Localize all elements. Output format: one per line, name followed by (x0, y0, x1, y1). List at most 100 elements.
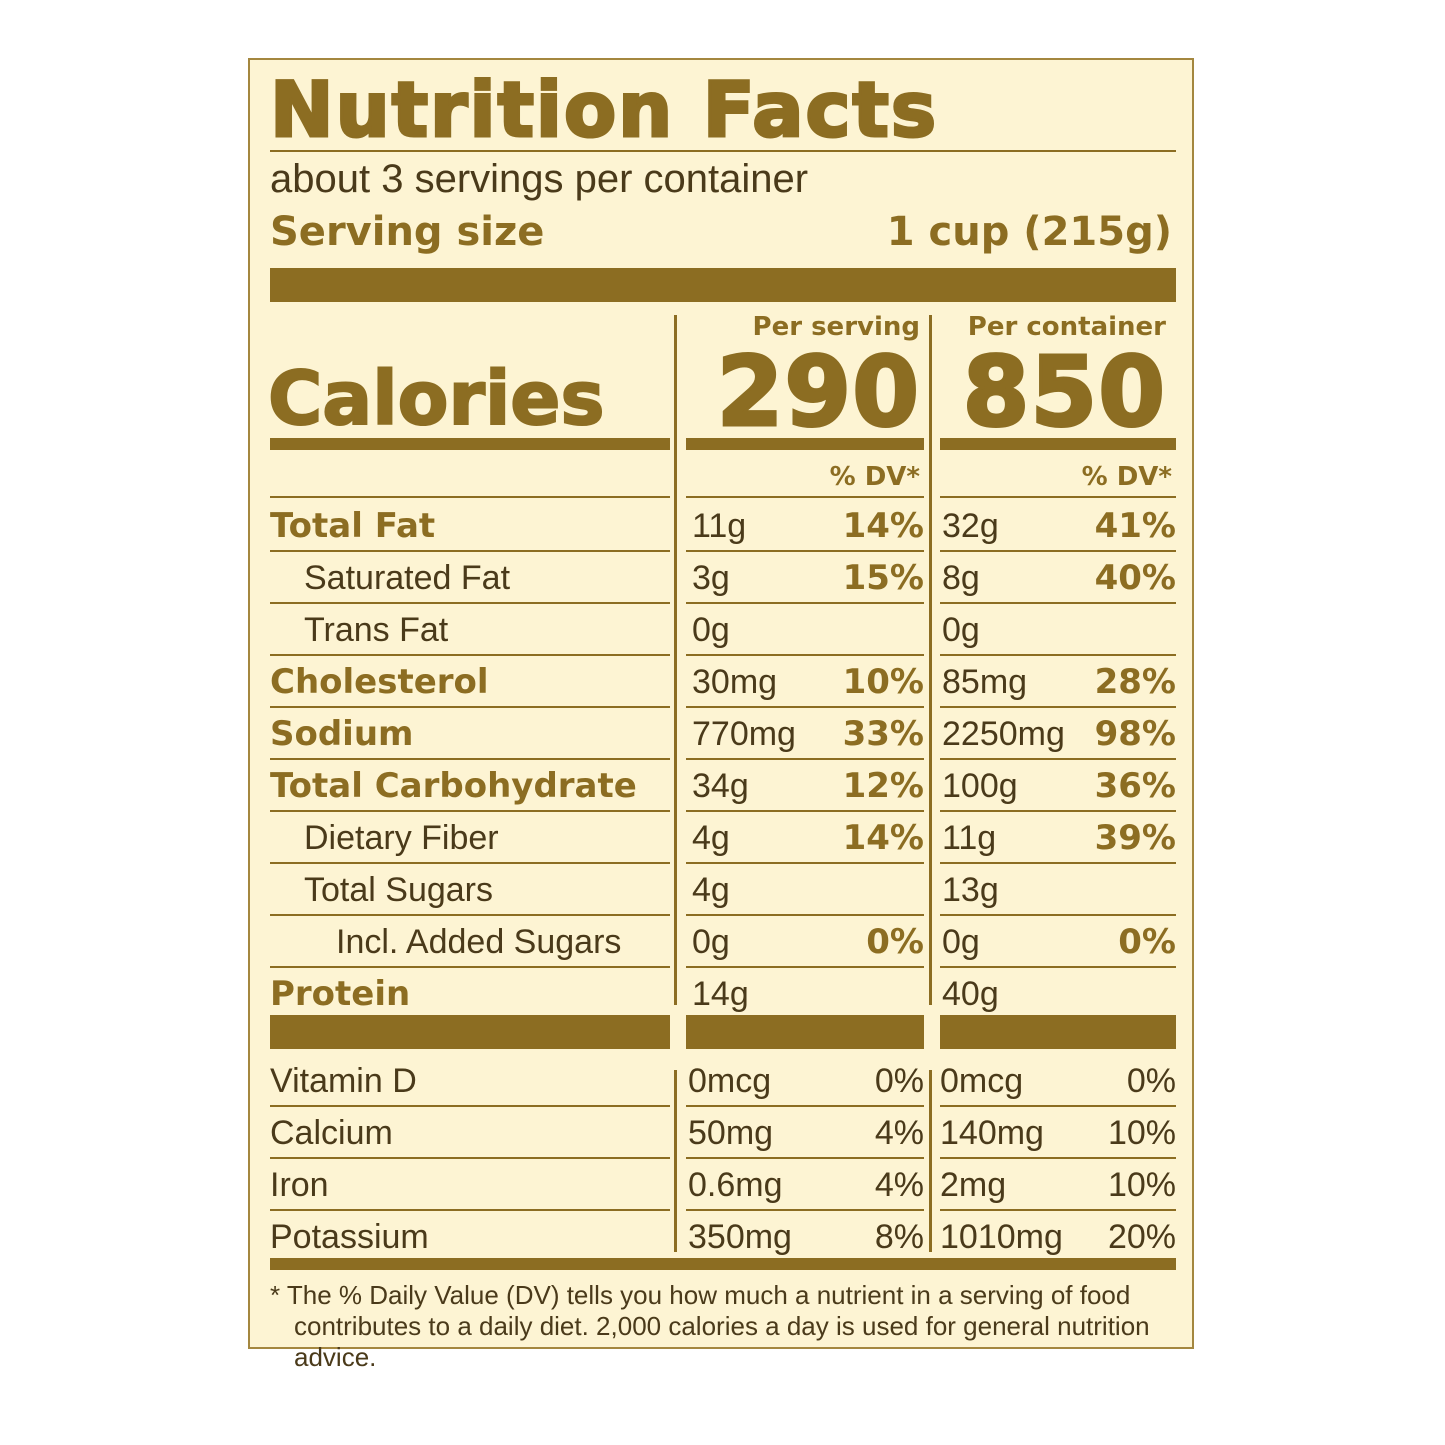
vitamin-container-dv: 10% (1107, 1114, 1176, 1152)
nutrient-container-amount: 2250mg (942, 715, 1065, 753)
row-separator (270, 706, 670, 708)
nutrient-serving-amount: 4g (692, 871, 730, 909)
nutrient-container-amount: 13g (942, 871, 999, 909)
vitamin-name: Calcium (270, 1114, 393, 1152)
vitamin-name: Potassium (270, 1218, 429, 1256)
row-separator (270, 810, 670, 812)
row-separator (940, 862, 1176, 864)
nutrient-name: Saturated Fat (304, 559, 511, 597)
nutrient-container-amount: 0g (942, 923, 980, 961)
nutrient-serving-dv: 0% (866, 922, 924, 962)
nutrient-row: Trans Fat 0g 0g (250, 604, 1196, 656)
calories-bar-container (940, 438, 1176, 450)
nutrient-serving-dv: 15% (842, 558, 924, 598)
row-separator (270, 1209, 670, 1211)
row-separator (686, 966, 924, 968)
nutrient-container-dv: 40% (1094, 558, 1176, 598)
row-separator (940, 496, 1176, 498)
nutrient-container-dv: 28% (1094, 662, 1176, 702)
vitamin-container-amount: 0mcg (940, 1062, 1024, 1100)
footnote: * The % Daily Value (DV) tells you how m… (270, 1280, 1150, 1372)
calories-per-serving: 290 (715, 336, 920, 448)
nutrient-name: Protein (270, 974, 411, 1014)
nutrient-container-amount: 8g (942, 559, 980, 597)
per-serving-header: Per serving (752, 312, 920, 342)
nutrient-row: Total Fat 11g 14% 32g 41% (250, 500, 1196, 552)
row-separator (940, 706, 1176, 708)
column-divider-left-vitamins (674, 1070, 677, 1252)
thick-bar-top (270, 268, 1176, 302)
nutrient-row: Total Carbohydrate 34g 12% 100g 36% (250, 760, 1196, 812)
row-separator (686, 602, 924, 604)
nutrient-name: Trans Fat (304, 611, 449, 649)
nutrient-container-amount: 0g (942, 611, 980, 649)
vitamin-container-amount: 1010mg (940, 1218, 1063, 1256)
nutrient-name: Total Sugars (304, 871, 493, 909)
row-separator (270, 914, 670, 916)
vitamin-serving-dv: 4% (874, 1166, 924, 1204)
thick-bar-vitamins-container (940, 1015, 1176, 1049)
nutrient-container-amount: 40g (942, 975, 999, 1013)
row-separator (940, 550, 1176, 552)
row-separator (940, 966, 1176, 968)
vitamin-container-dv: 10% (1107, 1166, 1176, 1204)
nutrient-name: Sodium (270, 714, 414, 754)
thick-bar-footnote (270, 1258, 1176, 1270)
row-separator (940, 1105, 1176, 1107)
nutrient-name: Total Fat (270, 506, 436, 546)
nutrient-container-amount: 11g (942, 819, 997, 857)
vitamin-row: Calcium 50mg 4% 140mg 10% (250, 1107, 1196, 1159)
serving-size-label: Serving size (270, 209, 545, 255)
serving-size-value: 1 cup (215g) (886, 209, 1172, 255)
row-separator (940, 758, 1176, 760)
vitamin-container-amount: 140mg (940, 1114, 1044, 1152)
column-divider-left (674, 315, 677, 1005)
nutrient-container-dv: 36% (1094, 766, 1176, 806)
row-separator (686, 758, 924, 760)
row-separator (940, 1157, 1176, 1159)
nutrient-serving-amount: 3g (692, 559, 730, 597)
nutrient-name: Dietary Fiber (304, 819, 499, 857)
row-separator (686, 862, 924, 864)
nutrient-row: Sodium 770mg 33% 2250mg 98% (250, 708, 1196, 760)
nutrient-container-dv: 98% (1094, 714, 1176, 754)
row-separator (270, 602, 670, 604)
row-separator (940, 654, 1176, 656)
nutrient-serving-dv: 33% (842, 714, 924, 754)
nutrition-facts-label: Nutrition Facts about 3 servings per con… (248, 58, 1196, 1372)
vitamin-serving-dv: 0% (874, 1062, 924, 1100)
nutrient-name: Total Carbohydrate (270, 766, 637, 806)
nutrient-row: Cholesterol 30mg 10% 85mg 28% (250, 656, 1196, 708)
column-divider-middle-vitamins (929, 1070, 932, 1252)
dv-header-serving: % DV* (829, 462, 920, 492)
nutrient-name: Incl. Added Sugars (336, 923, 622, 961)
nutrient-container-amount: 85mg (942, 663, 1028, 701)
nutrient-name: Cholesterol (270, 662, 489, 702)
row-separator (686, 654, 924, 656)
vitamin-serving-amount: 0mcg (688, 1062, 772, 1100)
row-separator (270, 654, 670, 656)
row-separator (686, 810, 924, 812)
vitamin-serving-dv: 8% (874, 1218, 924, 1256)
row-separator (940, 914, 1176, 916)
row-separator (686, 496, 924, 498)
servings-per-container: about 3 servings per container (270, 157, 809, 201)
row-separator (270, 550, 670, 552)
row-separator (686, 1157, 924, 1159)
nutrient-row: Saturated Fat 3g 15% 8g 40% (250, 552, 1196, 604)
vitamin-name: Iron (270, 1166, 329, 1204)
vitamin-serving-dv: 4% (874, 1114, 924, 1152)
column-divider-middle (929, 315, 932, 1005)
vitamin-serving-amount: 50mg (688, 1114, 774, 1152)
row-separator (940, 602, 1176, 604)
vitamin-container-amount: 2mg (940, 1166, 1007, 1204)
nutrient-row: Incl. Added Sugars 0g 0% 0g 0% (250, 916, 1196, 968)
vitamin-container-dv: 20% (1107, 1218, 1176, 1256)
nutrient-serving-amount: 0g (692, 923, 730, 961)
row-separator (270, 862, 670, 864)
row-separator (686, 1105, 924, 1107)
nutrient-serving-amount: 4g (692, 819, 730, 857)
vitamin-serving-amount: 350mg (688, 1218, 792, 1256)
vitamin-serving-amount: 0.6mg (688, 1166, 783, 1204)
nutrient-row: Protein 14g 40g (250, 968, 1196, 1020)
